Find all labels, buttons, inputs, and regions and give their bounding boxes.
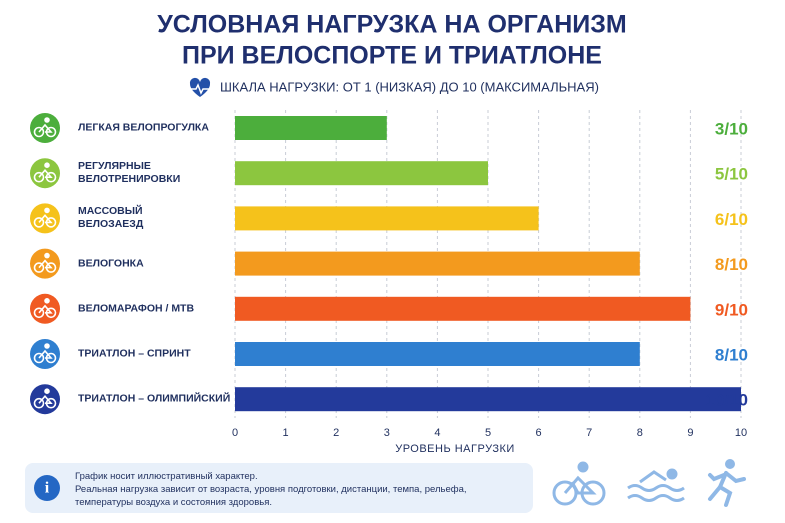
bar: [235, 161, 488, 186]
bar: [235, 387, 741, 412]
pulse-icon: [188, 83, 212, 95]
x-tick-label: 4: [434, 427, 440, 439]
value-label: 3/10: [715, 119, 748, 138]
cycling-icon: [552, 461, 606, 506]
x-tick-label: 0: [232, 427, 238, 439]
bike-glyph: [33, 297, 57, 319]
x-axis-label: УРОВЕНЬ НАГРУЗКИ: [395, 443, 515, 455]
category-icon: [30, 384, 60, 415]
bike-glyph: [33, 117, 57, 138]
bar: [235, 296, 691, 321]
x-tick-label: 3: [384, 427, 390, 439]
value-label: 8/10: [715, 255, 748, 274]
x-tick-label: 5: [485, 427, 491, 439]
x-tick-label: 6: [536, 427, 542, 439]
x-tick-label: 9: [687, 427, 693, 439]
bike-glyph: [33, 252, 57, 273]
category-icon: [30, 293, 60, 324]
value-label: 5/10: [715, 165, 748, 184]
bike-glyph: [33, 388, 57, 409]
y-tick-label: ТРИАТЛОН – ОЛИМПИЙСКИЙ: [78, 392, 231, 405]
chart-subtitle: ШКАЛА НАГРУЗКИ: ОТ 1 (НИЗКАЯ) ДО 10 (МАК…: [220, 79, 599, 94]
y-tick-label: ТРИАТЛОН – СПРИНТ: [78, 347, 191, 360]
bike-glyph: [33, 162, 57, 183]
value-label: 8/10: [715, 345, 748, 364]
info-icon: [34, 475, 60, 501]
bar: [235, 251, 640, 276]
x-tick-label: 1: [283, 427, 289, 439]
category-icon: [30, 339, 60, 369]
running-icon: [708, 459, 746, 507]
y-tick-label: РЕГУЛЯРНЫЕ ВЕЛОТРЕНИРОВКИ: [78, 160, 181, 186]
bike-glyph: [33, 207, 57, 228]
bar: [235, 116, 387, 140]
bar: [235, 206, 539, 231]
y-tick-label: МАССОВЫЙ ВЕЛОЗАЕЗД: [78, 205, 144, 231]
x-tick-label: 8: [637, 427, 643, 439]
x-tick-label: 2: [333, 427, 339, 439]
value-label: 6/10: [715, 210, 748, 229]
category-icon: [30, 248, 60, 279]
value-label: 9/10: [715, 300, 748, 319]
x-tick-label: 7: [586, 427, 592, 439]
category-icon: [30, 158, 60, 189]
heart-icon: [189, 77, 211, 97]
y-tick-label: ВЕЛОГОНКА: [78, 257, 144, 270]
y-tick-label: ЛЕГКАЯ ВЕЛОПРОГУЛКА: [78, 121, 209, 134]
category-icon: [30, 113, 60, 143]
note-box: [25, 463, 533, 513]
note-line: График носит иллюстративный характер.: [75, 471, 258, 482]
chart-title: ПРИ ВЕЛОСПОРТЕ И ТРИАТЛОНЕ: [182, 42, 602, 70]
x-tick-label: 10: [735, 427, 747, 439]
y-tick-label: ВЕЛОМАРАФОН / МТВ: [78, 302, 195, 315]
bar: [235, 342, 640, 366]
value-label: 10/10: [705, 391, 748, 410]
swimming-icon: [627, 468, 685, 502]
info-glyph: i: [45, 480, 50, 497]
chart-title: УСЛОВНАЯ НАГРУЗКА НА ОРГАНИЗМ: [157, 11, 626, 39]
bike-glyph: [33, 343, 57, 364]
category-icon: [30, 203, 60, 234]
note-line: Реальная нагрузка зависит от возраста, у…: [75, 484, 467, 508]
